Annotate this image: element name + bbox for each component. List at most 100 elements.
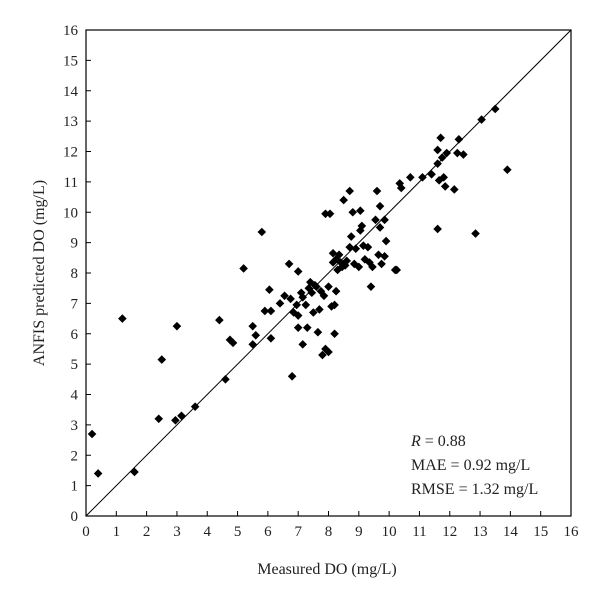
data-point [449,185,459,194]
y-tick-label: 4 [71,388,79,404]
data-point [440,182,450,191]
data-point [477,115,486,124]
data-point [471,229,480,238]
data-point [336,258,345,267]
data-point [293,267,303,276]
data-point [177,411,186,421]
data-point [442,148,452,158]
data-point [228,338,238,348]
x-tick-label: 7 [294,524,302,540]
data-point [87,429,97,439]
y-tick-label: 3 [71,418,79,434]
reference-line-layer [85,29,572,517]
x-tick-label: 16 [564,524,580,540]
axis-ticks-layer [85,29,572,517]
data-point [360,255,370,264]
data-point [275,299,285,308]
data-point [437,153,447,162]
data-point [354,262,364,272]
data-point [454,135,464,144]
x-tick-label: 5 [234,524,242,540]
x-tick-label: 9 [355,524,363,540]
x-tick-label: 15 [533,524,548,540]
data-point [348,207,358,217]
x-tick-label: 13 [473,524,488,540]
x-tick-label: 2 [143,524,151,540]
data-point [306,277,315,287]
y-tick-label: 13 [63,114,78,130]
data-point [342,256,351,266]
x-tick-label: 3 [173,524,181,540]
data-point [298,340,308,349]
data-point [433,224,442,234]
data-point [503,165,512,175]
data-point [289,308,298,317]
data-point [324,282,333,291]
data-points-layer [87,104,512,478]
data-point [418,173,427,182]
data-point [287,371,297,381]
x-tick-label: 1 [113,524,121,540]
data-point [331,286,341,296]
data-point [293,311,303,320]
y-tick-label: 10 [63,205,78,221]
data-point [374,250,383,260]
y-tick-label: 8 [71,266,79,282]
data-point [371,215,380,225]
data-point [380,215,389,225]
data-point [490,104,500,114]
data-point [375,201,385,211]
data-point [395,179,405,188]
x-tick-label: 6 [264,524,272,540]
data-point [239,264,248,273]
data-point [433,159,442,168]
data-point [266,334,276,343]
data-point [377,259,386,269]
data-point [346,232,356,241]
data-point [301,300,311,310]
y-axis-title: ANFIS predicted DO (mg/L) [31,180,48,366]
data-point [328,248,338,258]
data-point [434,176,444,185]
data-point [327,302,336,311]
y-tick-label: 1 [71,479,79,495]
data-point [171,416,180,425]
data-point [266,306,276,316]
x-tick-label: 4 [204,524,212,540]
x-tick-label: 12 [442,524,457,540]
y-tick-label: 2 [71,448,79,464]
data-point [302,323,312,332]
data-point [380,251,389,261]
data-point [325,209,335,219]
r-value: = 0.88 [421,433,466,450]
data-point [118,314,127,323]
data-point [284,259,294,269]
data-point [248,321,258,331]
data-point [330,300,339,310]
data-point [321,209,330,219]
x-tick-label: 10 [382,524,397,540]
data-point [296,288,306,298]
data-point [309,308,318,317]
data-point [318,350,327,360]
data-point [307,288,317,298]
data-point [280,291,289,301]
data-point [130,467,139,477]
data-point [251,330,261,340]
rmse-stat: RMSE = 1.32 mg/L [411,481,538,498]
y-tick-label: 12 [63,145,78,161]
data-point [459,150,468,159]
data-point [292,300,301,310]
data-point [345,242,355,252]
reference-line [85,29,572,517]
data-point [427,169,436,179]
data-point [265,285,274,295]
y-tick-label: 16 [63,23,79,39]
data-point [93,469,103,478]
x-tick-label: 8 [325,524,333,540]
data-point [248,340,258,349]
data-point [312,282,321,291]
r-stat: R = 0.88 [410,433,466,450]
stats-annotation: R = 0.88 MAE = 0.92 mg/L RMSE = 1.32 mg/… [410,433,538,498]
